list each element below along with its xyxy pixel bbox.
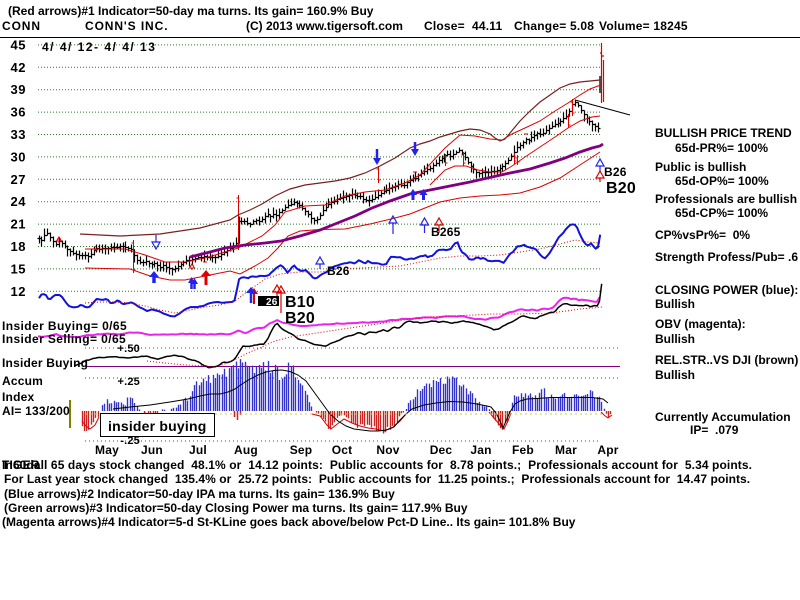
svg-text:39: 39 bbox=[11, 82, 26, 97]
svg-text:IP= .079: IP= .079 bbox=[690, 423, 739, 437]
svg-text:30: 30 bbox=[11, 149, 26, 164]
svg-text:OBV (magenta):: OBV (magenta): bbox=[655, 317, 746, 331]
svg-text:B10: B10 bbox=[285, 294, 315, 311]
svg-text:For Last year stock changed 1: For Last year stock changed 135.4% or 25… bbox=[4, 472, 750, 486]
svg-text:45: 45 bbox=[11, 37, 26, 52]
svg-text:4/ 4/ 12- 4/ 4/ 13: 4/ 4/ 12- 4/ 4/ 13 bbox=[42, 40, 156, 54]
svg-text:Feb: Feb bbox=[512, 443, 534, 457]
svg-text:TIGER: TIGER bbox=[2, 458, 40, 472]
svg-text:65d-OP%= 100%: 65d-OP%= 100% bbox=[675, 174, 769, 188]
svg-text:B20: B20 bbox=[285, 310, 315, 327]
svg-text:(Blue arrows)#2 Indicator=50-d: (Blue arrows)#2 Indicator=50-day IPA ma … bbox=[4, 487, 395, 501]
svg-text:Dec: Dec bbox=[430, 443, 453, 457]
svg-text:B26: B26 bbox=[604, 165, 627, 179]
svg-text:Nov: Nov bbox=[376, 443, 399, 457]
svg-text:12: 12 bbox=[11, 284, 26, 299]
svg-text:(Green arrows)#3 Indicator=50-: (Green arrows)#3 Indicator=50-day Closin… bbox=[4, 501, 468, 515]
svg-text:Accum: Accum bbox=[2, 374, 43, 388]
svg-text:REL.STR..VS DJI (brown): REL.STR..VS DJI (brown) bbox=[655, 353, 798, 367]
svg-text:Professionals are bullish: Professionals are bullish bbox=[655, 192, 797, 206]
svg-text:AI= 133/200: AI= 133/200 bbox=[2, 404, 70, 418]
svg-text:-.25: -.25 bbox=[120, 435, 140, 447]
svg-text:Change= 5.08: Change= 5.08 bbox=[514, 19, 594, 33]
svg-text:+.25: +.25 bbox=[117, 376, 140, 388]
svg-text:24: 24 bbox=[11, 194, 27, 209]
svg-text:B265: B265 bbox=[431, 225, 461, 239]
svg-text:In60dall 65 days stock changed: In60dall 65 days stock changed 48.1% or … bbox=[2, 458, 752, 472]
svg-text:Bullish: Bullish bbox=[655, 332, 695, 346]
svg-text:Aug: Aug bbox=[234, 443, 258, 457]
svg-text:CLOSING POWER (blue):: CLOSING POWER (blue): bbox=[655, 283, 798, 297]
svg-text:(Magenta arrows)#4 Indicator=5: (Magenta arrows)#4 Indicator=5-d St-KLin… bbox=[2, 515, 576, 529]
svg-text:Bullish: Bullish bbox=[655, 368, 695, 382]
svg-text:26: 26 bbox=[266, 297, 278, 308]
svg-text:BULLISH PRICE TREND: BULLISH PRICE TREND bbox=[655, 126, 792, 140]
svg-text:Strength Profess/Pub= .6: Strength Profess/Pub= .6 bbox=[655, 250, 798, 264]
svg-text:Close= 44.11: Close= 44.11 bbox=[424, 19, 502, 33]
svg-text:Public is bullish: Public is bullish bbox=[655, 160, 746, 174]
svg-text:Index: Index bbox=[2, 390, 34, 404]
svg-text:Apr: Apr bbox=[597, 443, 618, 457]
svg-text:B26: B26 bbox=[327, 264, 350, 278]
svg-text:(C) 2013 www.tigersoft.com: (C) 2013 www.tigersoft.com bbox=[246, 19, 403, 33]
svg-text:65d-CP%= 100%: 65d-CP%= 100% bbox=[675, 206, 768, 220]
svg-text:+.50: +.50 bbox=[117, 343, 140, 355]
svg-text:(Red arrows)#1 Indicator=50-da: (Red arrows)#1 Indicator=50-day ma turns… bbox=[8, 4, 374, 18]
svg-text:Sep: Sep bbox=[290, 443, 313, 457]
svg-text:May: May bbox=[95, 443, 119, 457]
svg-text:Jun: Jun bbox=[141, 443, 163, 457]
svg-text:Bullish: Bullish bbox=[655, 297, 695, 311]
svg-text:Mar: Mar bbox=[555, 443, 577, 457]
svg-text:18: 18 bbox=[11, 239, 26, 254]
svg-text:insider buying: insider buying bbox=[108, 418, 206, 434]
svg-text:B20: B20 bbox=[606, 180, 636, 197]
svg-text:Insider Buying: Insider Buying bbox=[2, 356, 88, 370]
svg-text:36: 36 bbox=[11, 105, 26, 120]
svg-text:Currently Accumulation: Currently Accumulation bbox=[655, 410, 791, 424]
svg-text:65d-PR%= 100%: 65d-PR%= 100% bbox=[675, 141, 768, 155]
svg-text:Volume= 18245: Volume= 18245 bbox=[599, 19, 688, 33]
svg-text:CONN'S INC.: CONN'S INC. bbox=[85, 19, 168, 33]
svg-text:CONN: CONN bbox=[2, 19, 41, 33]
svg-text:21: 21 bbox=[11, 217, 26, 232]
svg-text:Jul: Jul bbox=[189, 443, 207, 457]
svg-text:33: 33 bbox=[11, 127, 26, 142]
svg-text:Insider Buying= 0/65: Insider Buying= 0/65 bbox=[2, 319, 127, 333]
svg-text:27: 27 bbox=[11, 172, 26, 187]
svg-text:42: 42 bbox=[11, 60, 26, 75]
svg-text:Oct: Oct bbox=[332, 443, 353, 457]
svg-text:Jan: Jan bbox=[470, 443, 491, 457]
svg-text:15: 15 bbox=[11, 261, 26, 276]
svg-text:CP%vsPr%= 0%: CP%vsPr%= 0% bbox=[655, 228, 750, 242]
svg-text:Insider Selling= 0/65: Insider Selling= 0/65 bbox=[2, 332, 126, 346]
